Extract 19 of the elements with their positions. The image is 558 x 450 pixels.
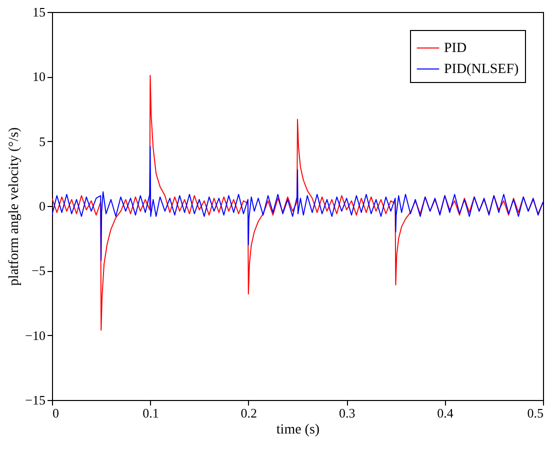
y-tick-label: 15	[32, 4, 46, 20]
y-tick-label: −10	[25, 328, 46, 343]
x-axis-title: time (s)	[276, 422, 320, 438]
legend-label: PID(NLSEF)	[444, 62, 520, 77]
legend-label: PID	[444, 41, 467, 56]
x-tick-label: 0.3	[338, 406, 356, 420]
y-tick-label: 0	[39, 198, 46, 214]
y-tick-label: 5	[39, 134, 46, 149]
y-tick-label: −15	[25, 392, 46, 408]
y-tick-label: −5	[32, 263, 46, 278]
x-tick-label: 0	[52, 406, 59, 420]
y-tick-label: 10	[32, 69, 46, 84]
x-tick-label: 0.2	[240, 406, 258, 420]
y-axis-title: platform angle velocity (°/s)	[7, 126, 22, 286]
x-tick-label: 0.5	[527, 406, 544, 420]
line-series	[52, 146, 543, 261]
x-tick-label: 0.1	[142, 406, 159, 420]
line-series	[52, 74, 543, 331]
x-tick-label: 0.4	[437, 406, 454, 420]
